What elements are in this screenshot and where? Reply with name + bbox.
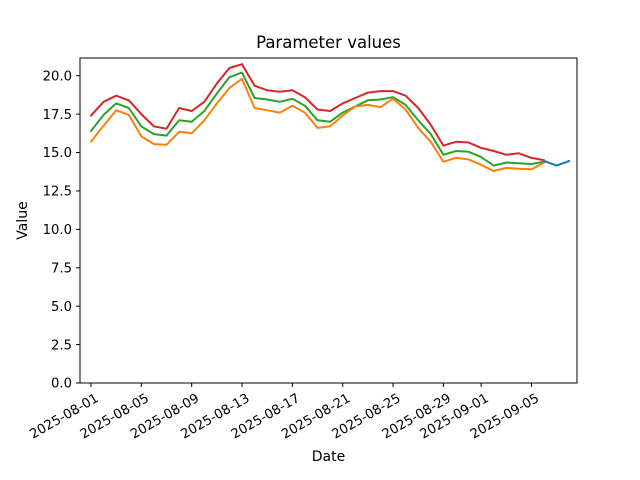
y-tick-label: 2.5 — [51, 338, 72, 353]
plot-lines — [90, 63, 571, 172]
plot-area — [79, 57, 578, 384]
x-axis-label: Date — [312, 449, 345, 465]
y-axis: 0.0 2.5 5.0 7.5 10.0 12.5 15.0 17.5 20.0 — [43, 69, 80, 392]
y-tick-label: 20.0 — [43, 69, 72, 84]
y-tick-label: 12.5 — [43, 185, 72, 200]
y-axis-label: Value — [15, 201, 31, 239]
y-tick-label: 0.0 — [51, 377, 72, 392]
line-orange — [90, 77, 546, 172]
x-axis: 2025-08-012025-08-052025-08-092025-08-13… — [28, 383, 542, 442]
line-green — [90, 71, 546, 167]
y-tick-label: 5.0 — [51, 300, 72, 315]
y-tick-label: 15.0 — [43, 146, 72, 161]
line-red — [90, 63, 546, 162]
chart-title: Parameter values — [256, 33, 401, 52]
y-tick-label: 10.0 — [43, 223, 72, 238]
y-tick-label: 17.5 — [43, 108, 72, 123]
y-tick-label: 7.5 — [51, 261, 72, 276]
line-blue — [543, 160, 571, 167]
